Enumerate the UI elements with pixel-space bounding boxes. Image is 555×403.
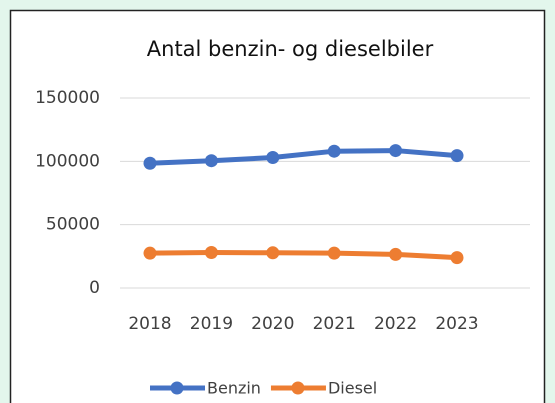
point: [204, 246, 218, 260]
x-tick-label: 2018: [128, 314, 171, 334]
x-tick-label: 2021: [313, 314, 356, 334]
point: [266, 151, 280, 165]
point: [450, 251, 464, 265]
point: [327, 246, 341, 260]
series-line: [149, 148, 458, 166]
legend-label: Benzin: [207, 379, 261, 398]
legend-label: Diesel: [328, 379, 377, 398]
point: [143, 156, 157, 170]
point: [204, 154, 218, 168]
chart-frame: [9, 9, 546, 403]
chart-title: Antal benzin- og dieselbiler: [147, 37, 434, 61]
x-tick-label: 2019: [190, 314, 233, 334]
y-tick-label: 100000: [35, 151, 100, 171]
x-tick-label: 2022: [374, 314, 417, 334]
point: [266, 246, 280, 260]
point: [450, 149, 464, 163]
y-tick-label: 150000: [35, 88, 100, 108]
y-tick-label: 0: [89, 278, 100, 298]
legend-marker: [291, 381, 305, 395]
point: [389, 247, 403, 261]
x-tick-label: 2023: [435, 314, 478, 334]
point: [327, 144, 341, 158]
point: [143, 246, 157, 260]
x-tick-label: 2020: [251, 314, 294, 334]
legend-marker: [170, 381, 184, 395]
y-tick-label: 50000: [46, 215, 100, 235]
point: [389, 144, 403, 158]
series-line: [149, 250, 458, 261]
